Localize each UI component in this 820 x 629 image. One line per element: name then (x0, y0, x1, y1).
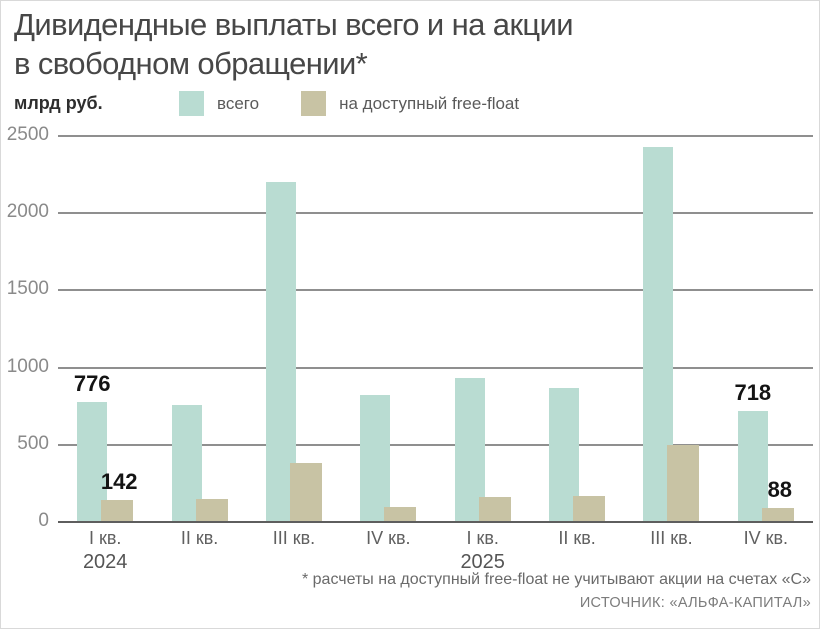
bar-freefloat-4 (384, 506, 417, 522)
legend-label-freefloat: на доступный free-float (339, 93, 520, 113)
bar-freefloat-3 (289, 463, 322, 522)
y-tick-label-1000: 1000 (6, 355, 49, 377)
bar-group-7 (624, 136, 718, 522)
gridline-2500 (58, 135, 813, 137)
y-tick-label-1500: 1500 (6, 278, 49, 300)
chart-title: Дивидендные выплаты всего и на акции в с… (14, 7, 574, 81)
x-tick-label-quarter: I кв. (88, 528, 122, 548)
source-credit: ИСТОЧНИК: «АЛЬФА-КАПИТАЛ» (579, 595, 811, 611)
value-label-776: 776 (73, 371, 111, 397)
bar-total-4 (360, 395, 391, 522)
legend-label-total: всего (217, 93, 260, 113)
x-tick-3: III кв. (247, 528, 341, 574)
value-label-88: 88 (767, 477, 793, 503)
x-tick-label-quarter: IV кв. (743, 528, 789, 548)
bar-freefloat-7 (667, 444, 700, 522)
legend-swatch-total-icon (179, 91, 204, 116)
x-tick-5: I кв. 2025 (436, 528, 530, 574)
bar-group-2 (152, 136, 246, 522)
plot-area: 776 142 718 88 (58, 135, 813, 523)
x-tick-label-quarter: III кв. (272, 528, 316, 548)
x-axis: I кв. 2024 II кв. III кв. IV кв. I кв. 2025 II … (58, 528, 813, 574)
x-tick-label-quarter: III кв. (650, 528, 693, 548)
y-axis-unit-label: млрд руб. (14, 93, 103, 113)
x-tick-label-quarter: II кв. (558, 528, 596, 548)
bar-group-3 (247, 136, 341, 522)
x-tick-7: III кв. (624, 528, 718, 574)
bar-group-1: 776 142 (58, 136, 152, 522)
legend-item-total: всего (179, 91, 259, 116)
value-label-718: 718 (734, 380, 772, 406)
bar-group-4 (341, 136, 435, 522)
gridline-1500 (58, 289, 813, 292)
x-tick-label-quarter: II кв. (180, 528, 219, 548)
legend-swatch-freefloat-icon (301, 91, 327, 116)
bar-group-8: 718 88 (719, 136, 813, 522)
gridline-500 (58, 443, 813, 446)
chart-legend: всего на доступный free-float (179, 91, 519, 116)
x-tick-label-quarter: IV кв. (366, 528, 411, 548)
bar-freefloat-6 (573, 495, 606, 522)
bar-group-6 (530, 136, 624, 522)
bar-total-8 (737, 411, 768, 522)
bar-freefloat-5 (478, 497, 511, 522)
gridline-1000 (58, 366, 813, 369)
y-tick-label-2000: 2000 (6, 201, 49, 223)
x-tick-2: II кв. (152, 528, 246, 574)
x-tick-4: IV кв. (341, 528, 435, 574)
x-tick-6: II кв. (530, 528, 624, 574)
footnote: * расчеты на доступный free-float не учи… (301, 571, 811, 588)
x-tick-label-year: 2025 (460, 551, 505, 573)
bar-freefloat-1 (101, 500, 134, 522)
gridline-0 (58, 521, 813, 523)
bar-freefloat-2 (195, 498, 228, 522)
x-tick-label-quarter: I кв. (466, 528, 499, 548)
gridline-2000 (58, 212, 813, 215)
bar-groups: 776 142 718 88 (58, 136, 813, 522)
y-tick-label-0: 0 (38, 510, 49, 531)
x-tick-8: IV кв. (719, 528, 813, 574)
bar-group-5 (436, 136, 530, 522)
legend-item-freefloat: на доступный free-float (301, 91, 519, 116)
value-label-142: 142 (100, 469, 138, 495)
y-tick-label-500: 500 (17, 432, 49, 454)
y-tick-label-2500: 2500 (6, 124, 49, 145)
x-tick-1: I кв. 2024 (58, 528, 152, 574)
bar-freefloat-8 (761, 508, 794, 522)
x-tick-label-year: 2024 (82, 551, 128, 573)
